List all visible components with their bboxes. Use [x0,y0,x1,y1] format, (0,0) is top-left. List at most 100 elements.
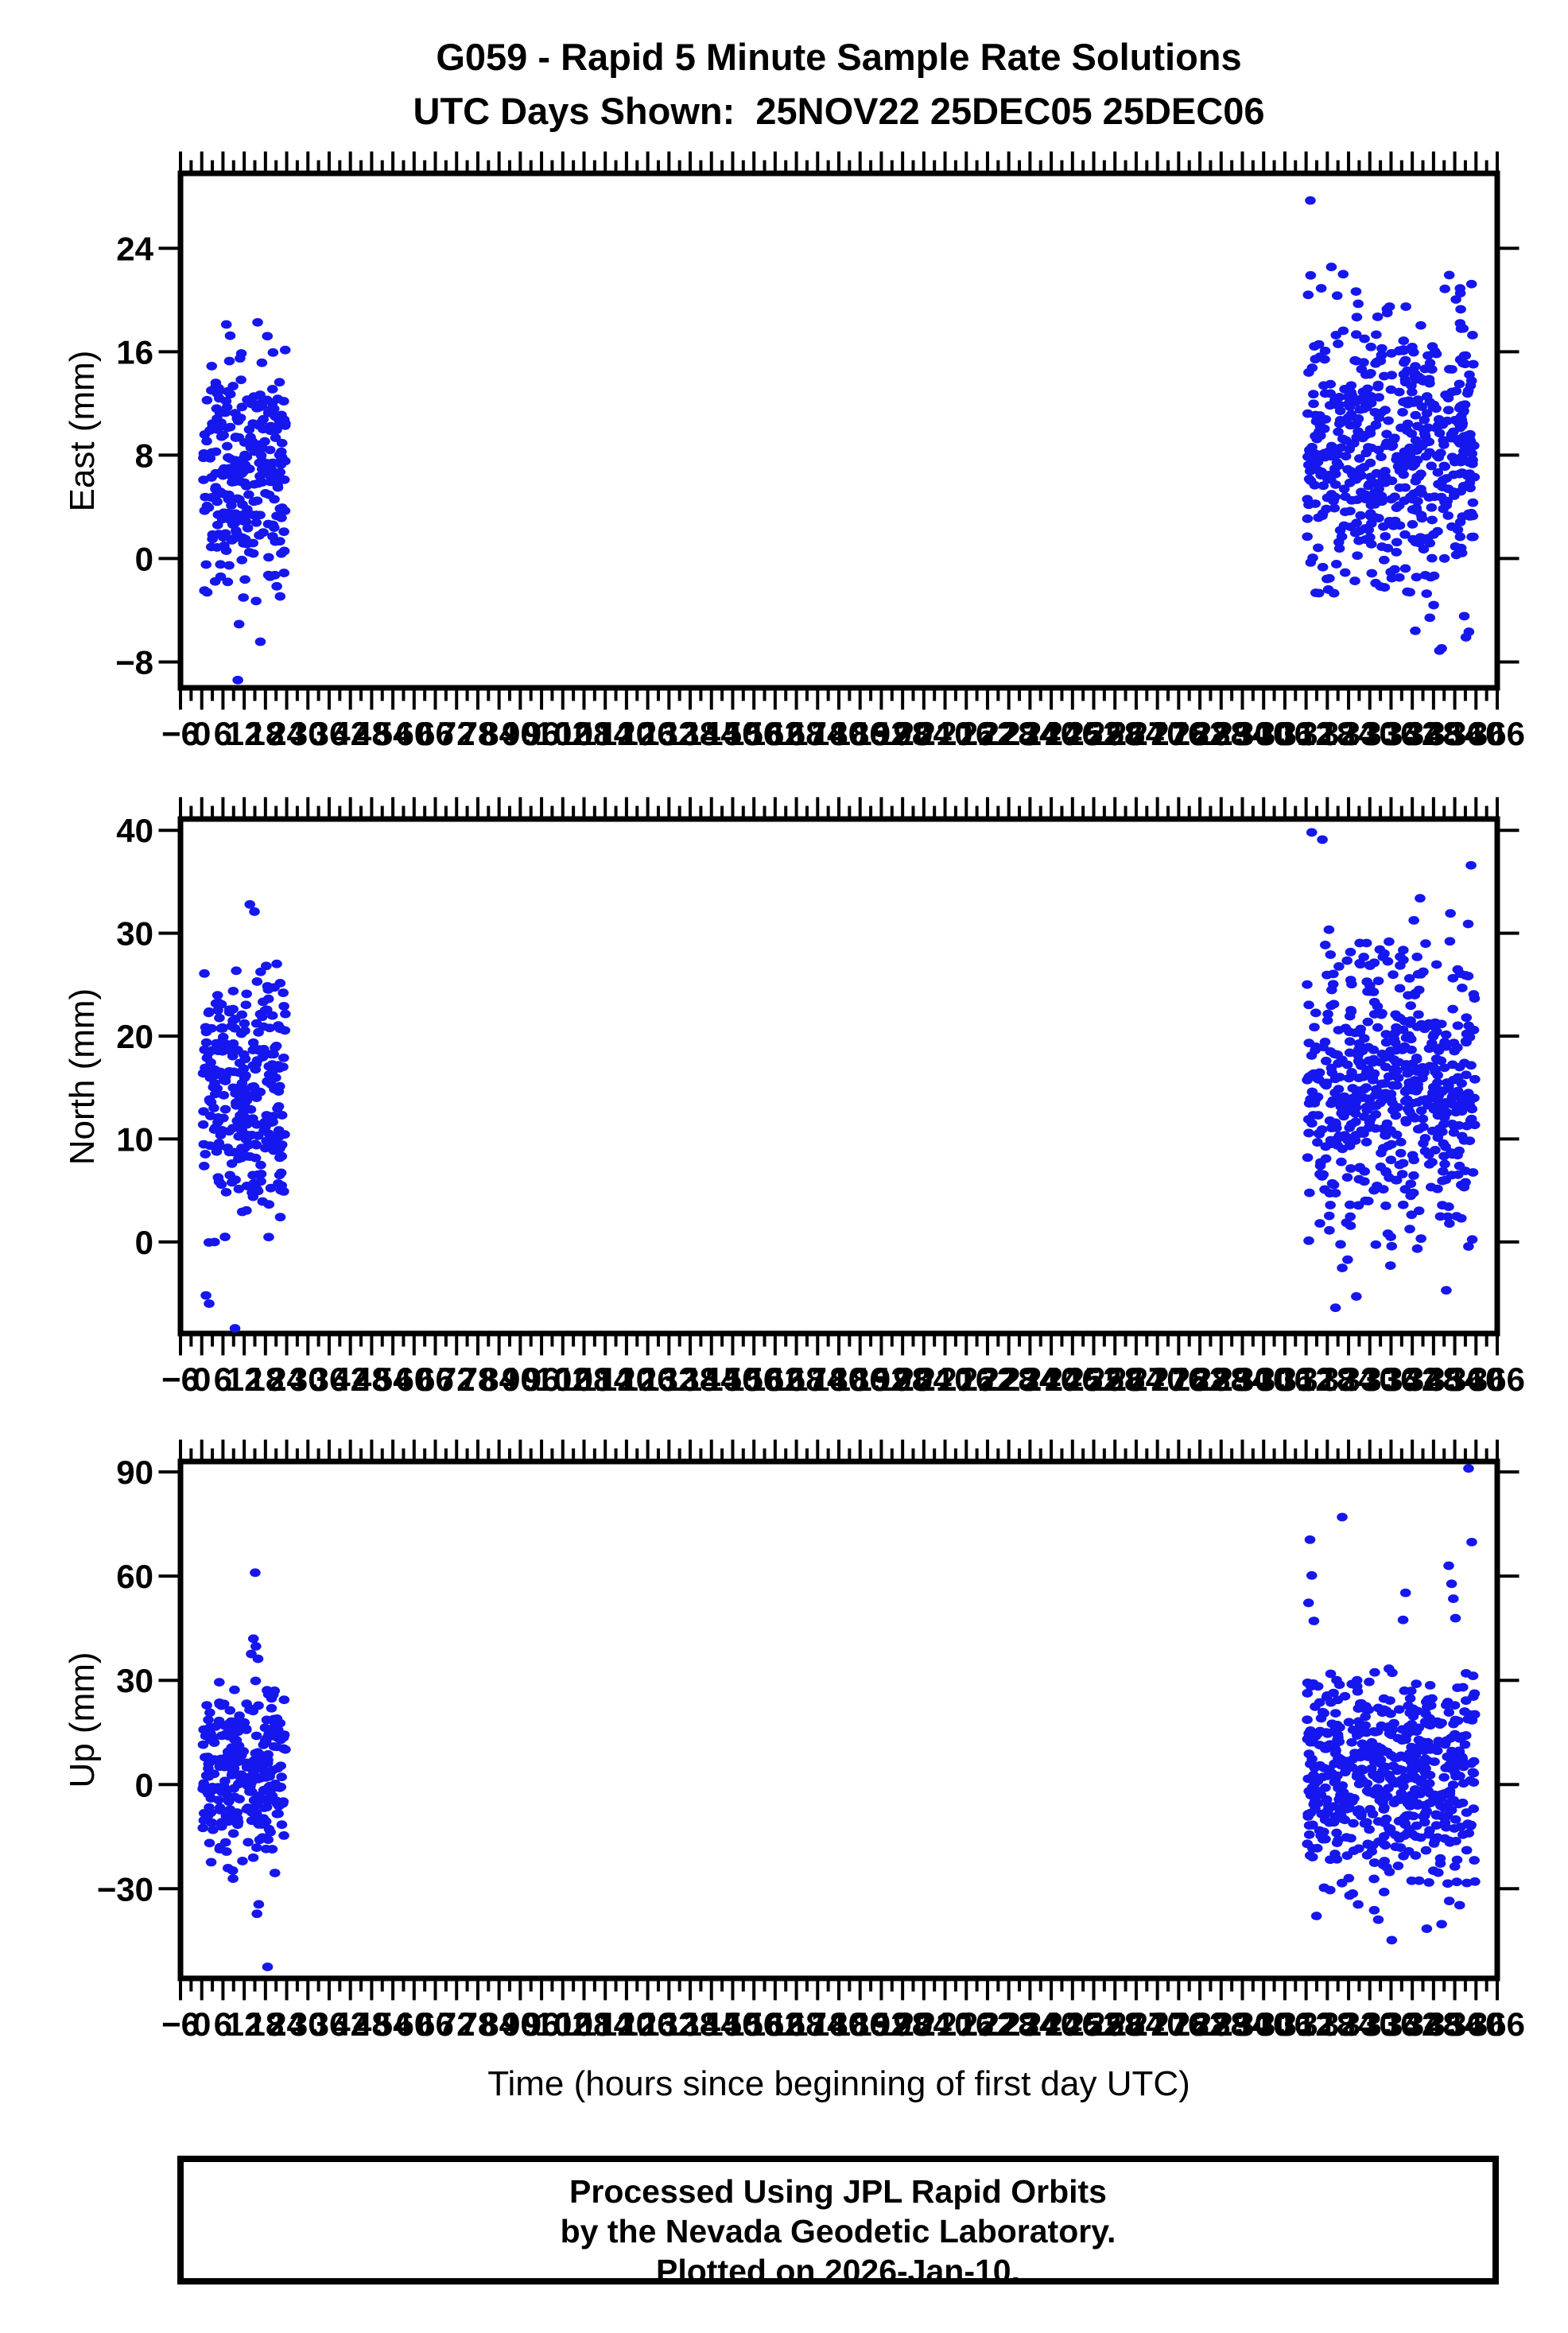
svg-text:30: 30 [289,715,327,752]
svg-text:24: 24 [268,715,305,752]
svg-text:258: 258 [1087,715,1143,752]
svg-text:360: 360 [1448,715,1504,752]
svg-text:40: 40 [116,812,153,849]
svg-text:216: 216 [938,2005,994,2043]
svg-text:258: 258 [1087,1361,1143,1398]
svg-text:102: 102 [535,1361,591,1398]
svg-text:258: 258 [1087,2005,1143,2043]
svg-text:222: 222 [960,1361,1015,1398]
svg-text:108: 108 [556,715,611,752]
svg-text:366: 366 [1469,2005,1525,2043]
svg-text:6: 6 [214,1361,232,1398]
svg-text:24: 24 [268,2005,305,2043]
svg-text:168: 168 [769,2005,825,2043]
svg-text:192: 192 [853,715,909,752]
svg-text:120: 120 [599,715,654,752]
svg-text:264: 264 [1108,2005,1165,2043]
svg-text:228: 228 [981,1361,1037,1398]
svg-text:78: 78 [460,1361,497,1398]
svg-text:162: 162 [747,2005,803,2043]
svg-text:−6: −6 [161,1361,200,1398]
y-axis-title-east: East (mm) [63,350,102,511]
svg-text:162: 162 [747,1361,803,1398]
svg-text:282: 282 [1172,1361,1228,1398]
svg-text:198: 198 [875,2005,930,2043]
footer-line-1: Processed Using JPL Rapid Orbits [569,2173,1107,2210]
svg-text:138: 138 [662,1361,718,1398]
svg-text:30: 30 [289,2005,327,2043]
svg-text:204: 204 [896,715,953,752]
svg-text:30: 30 [116,915,153,953]
svg-text:354: 354 [1427,2005,1484,2043]
svg-text:−8: −8 [115,643,153,681]
svg-text:120: 120 [599,2005,654,2043]
svg-text:132: 132 [641,1361,697,1398]
svg-text:54: 54 [375,715,412,752]
footer-line-3: Plotted on 2026-Jan-10. [656,2253,1020,2289]
svg-text:246: 246 [1045,2005,1100,2043]
svg-text:252: 252 [1065,2005,1121,2043]
svg-text:318: 318 [1299,2005,1355,2043]
svg-text:234: 234 [1002,1361,1058,1398]
svg-text:60: 60 [116,1558,153,1595]
svg-text:36: 36 [311,1361,348,1398]
svg-text:306: 306 [1257,715,1313,752]
svg-text:234: 234 [1002,2005,1058,2043]
svg-text:186: 186 [833,2005,888,2043]
y-axis-title-north: North (mm) [63,988,102,1165]
svg-text:282: 282 [1172,715,1228,752]
svg-text:336: 336 [1363,715,1419,752]
svg-text:90: 90 [502,715,539,752]
svg-text:174: 174 [790,2005,846,2043]
svg-text:108: 108 [556,2005,611,2043]
svg-text:270: 270 [1130,715,1186,752]
svg-text:270: 270 [1130,1361,1186,1398]
svg-text:24: 24 [116,230,153,267]
svg-text:84: 84 [480,715,518,752]
svg-text:324: 324 [1321,715,1377,752]
svg-text:0: 0 [192,1361,211,1398]
svg-text:234: 234 [1002,715,1058,752]
svg-text:246: 246 [1045,715,1100,752]
svg-text:72: 72 [438,1361,475,1398]
svg-text:144: 144 [684,2005,740,2043]
svg-text:132: 132 [641,2005,697,2043]
svg-text:300: 300 [1236,1361,1291,1398]
footer-box: Processed Using JPL Rapid Orbits by the … [177,2156,1499,2289]
svg-text:96: 96 [523,2005,561,2043]
svg-text:24: 24 [268,1361,305,1398]
svg-text:60: 60 [395,2005,433,2043]
svg-text:114: 114 [578,1361,632,1398]
svg-text:288: 288 [1193,1361,1249,1398]
y-axis-title-up: Up (mm) [63,1652,102,1788]
svg-text:120: 120 [599,1361,654,1398]
svg-text:102: 102 [535,2005,591,2043]
svg-text:6: 6 [214,715,232,752]
svg-text:354: 354 [1427,715,1484,752]
x-axis-title: Time (hours since beginning of first day… [487,2064,1190,2103]
svg-text:204: 204 [896,1361,953,1398]
svg-text:60: 60 [395,715,433,752]
svg-text:30: 30 [289,1361,327,1398]
svg-text:132: 132 [641,715,697,752]
svg-text:222: 222 [960,2005,1015,2043]
svg-text:0: 0 [192,715,211,752]
svg-text:264: 264 [1108,715,1165,752]
svg-text:8: 8 [135,437,153,474]
svg-text:156: 156 [726,2005,782,2043]
svg-text:0: 0 [135,540,153,577]
svg-text:240: 240 [1023,1361,1079,1398]
svg-text:204: 204 [896,2005,953,2043]
svg-text:42: 42 [332,715,369,752]
up-panel: −60 6121824303642485460667278849096102108… [97,1439,1525,2043]
svg-text:318: 318 [1299,715,1355,752]
svg-text:30: 30 [116,1662,153,1699]
svg-text:0: 0 [192,2005,211,2043]
svg-text:60: 60 [395,1361,433,1398]
svg-text:180: 180 [811,2005,867,2043]
svg-text:42: 42 [332,2005,369,2043]
svg-text:10: 10 [116,1120,153,1158]
svg-text:36: 36 [311,2005,348,2043]
svg-text:156: 156 [726,1361,782,1398]
